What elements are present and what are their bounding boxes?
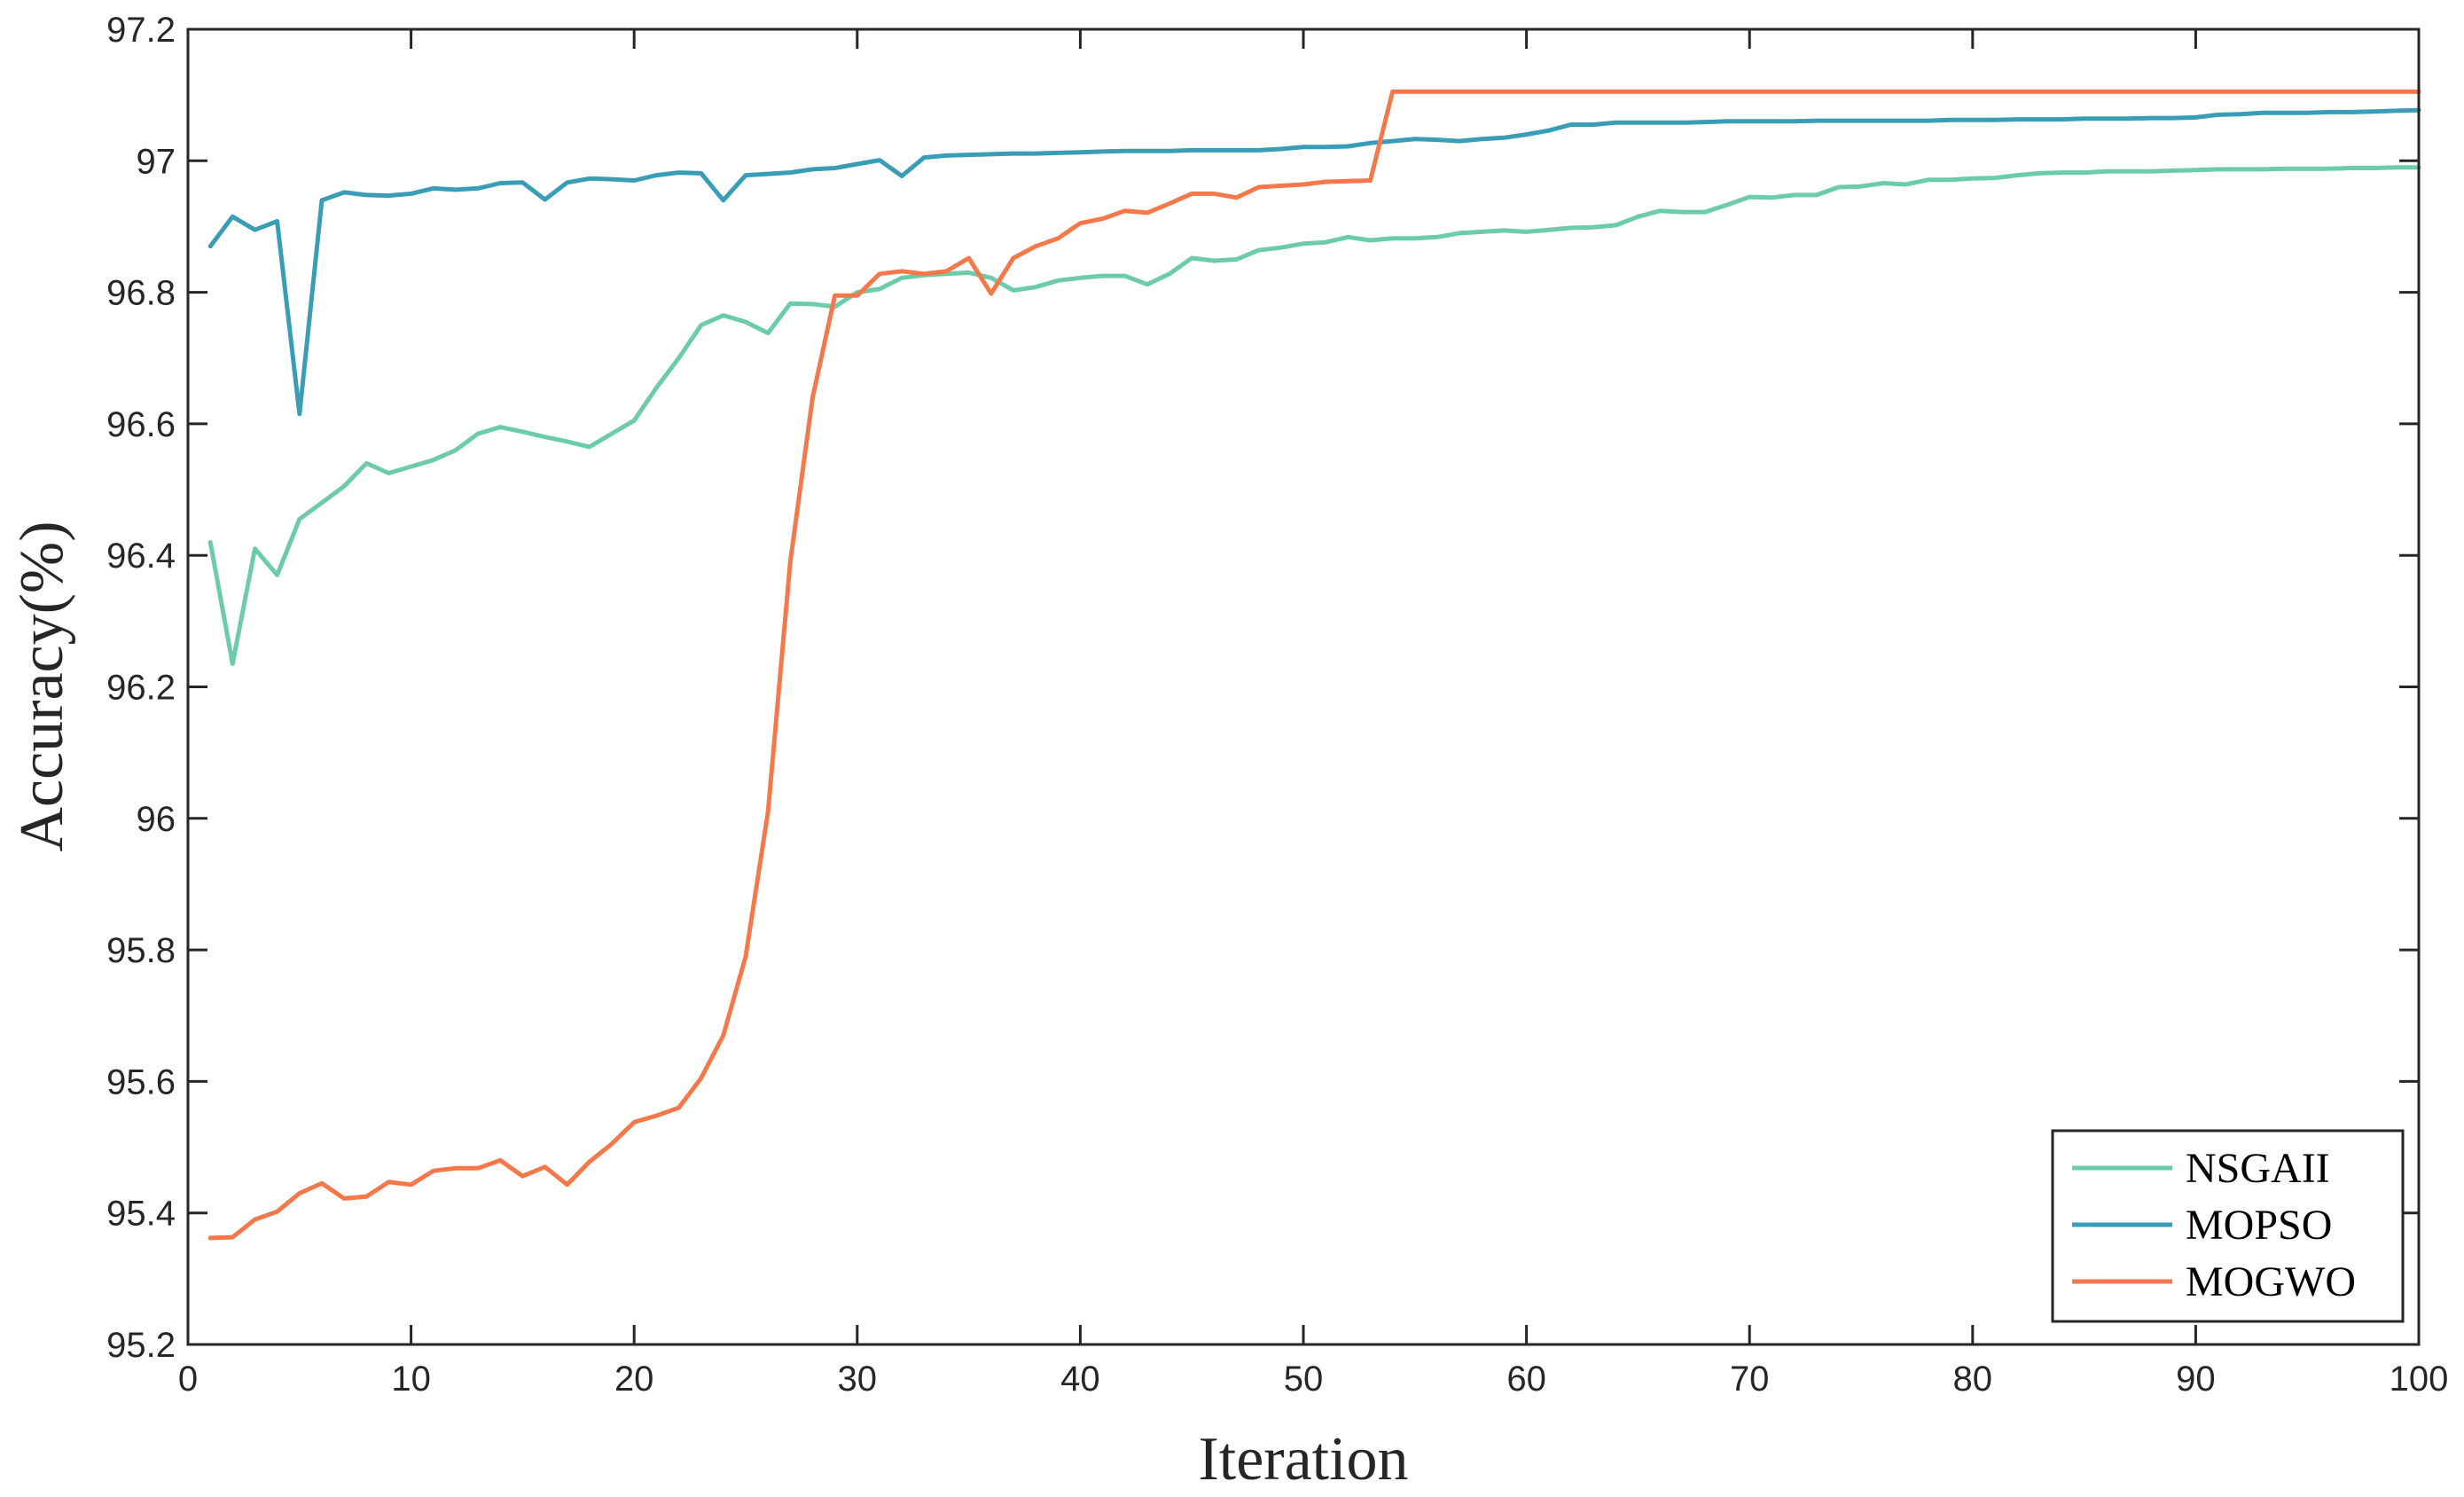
- x-tick-label: 20: [614, 1360, 654, 1399]
- x-tick-label: 90: [2176, 1360, 2216, 1399]
- legend-label-mogwo: MOGWO: [2186, 1258, 2356, 1305]
- x-tick-label: 10: [391, 1360, 431, 1399]
- legend-label-mopso: MOPSO: [2186, 1202, 2332, 1249]
- legend: NSGAII MOPSO MOGWO: [2051, 1129, 2405, 1323]
- y-axis-title: Accuracy(%): [8, 521, 76, 851]
- plot-background: [188, 29, 2419, 1344]
- y-tick-label: 95.2: [106, 1326, 176, 1365]
- x-tick-label: 40: [1060, 1360, 1100, 1399]
- x-tick-label: 70: [1730, 1360, 1770, 1399]
- series-line-mogwo: [207, 89, 2421, 1241]
- y-tick-label: 97: [137, 142, 176, 181]
- x-tick-label: 100: [2390, 1360, 2449, 1399]
- x-tick-label: 0: [178, 1360, 198, 1399]
- legend-box: [2051, 1129, 2405, 1323]
- x-tick-label: 60: [1506, 1360, 1546, 1399]
- y-tick-label: 96.6: [106, 405, 176, 444]
- y-tick-label: 96.2: [106, 669, 176, 708]
- series-line-mopso: [207, 107, 2421, 417]
- y-tick-label: 96: [137, 800, 176, 839]
- series-layer: [207, 89, 2421, 1241]
- x-tick-label: 80: [1953, 1360, 1993, 1399]
- x-tick-label: 30: [838, 1360, 878, 1399]
- y-tick-label: 95.6: [106, 1062, 176, 1101]
- legend-label-nsgaii: NSGAII: [2186, 1145, 2330, 1192]
- y-tick-label: 97.2: [106, 11, 176, 50]
- x-tick-label: 50: [1284, 1360, 1324, 1399]
- x-axis-title: Iteration: [1198, 1425, 1408, 1493]
- y-tick-label: 96.4: [106, 537, 176, 576]
- y-tick-label: 96.8: [106, 274, 176, 313]
- y-tick-label: 95.8: [106, 931, 176, 970]
- series-line-nsgaii: [207, 165, 2421, 666]
- y-tick-label: 95.4: [106, 1195, 176, 1234]
- ticks-layer: 0 10 20 30 40 50 60 70 80 90 100 95.2 95.4 95.6 95.8 96…: [106, 11, 2448, 1399]
